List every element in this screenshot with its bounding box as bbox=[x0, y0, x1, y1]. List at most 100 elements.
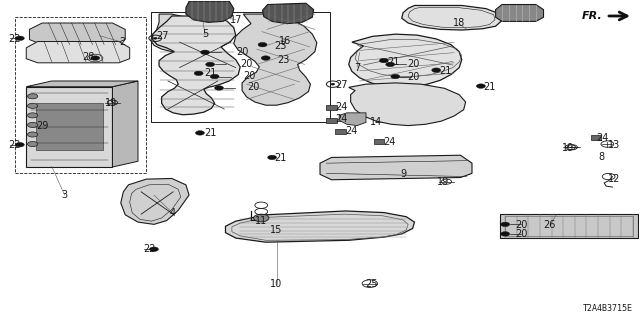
Polygon shape bbox=[26, 42, 130, 63]
Text: 17: 17 bbox=[230, 15, 242, 25]
Polygon shape bbox=[26, 87, 113, 167]
Circle shape bbox=[331, 83, 335, 85]
Polygon shape bbox=[495, 4, 543, 21]
Circle shape bbox=[268, 155, 276, 160]
Text: 20: 20 bbox=[515, 229, 527, 239]
Circle shape bbox=[91, 56, 100, 60]
Polygon shape bbox=[29, 23, 125, 45]
Circle shape bbox=[253, 214, 269, 222]
Text: 13: 13 bbox=[607, 140, 620, 150]
Bar bbox=[326, 118, 337, 123]
Text: 21: 21 bbox=[439, 66, 451, 76]
Text: 20: 20 bbox=[241, 60, 253, 69]
Text: 21: 21 bbox=[204, 68, 216, 78]
Text: 20: 20 bbox=[244, 71, 256, 81]
Text: 15: 15 bbox=[270, 225, 283, 235]
Text: 29: 29 bbox=[36, 121, 49, 131]
Text: 19: 19 bbox=[436, 177, 449, 187]
Text: 20: 20 bbox=[248, 82, 260, 92]
Polygon shape bbox=[320, 155, 472, 180]
Polygon shape bbox=[349, 34, 462, 87]
Text: 27: 27 bbox=[156, 31, 168, 41]
Text: 20: 20 bbox=[515, 220, 527, 230]
Polygon shape bbox=[349, 83, 466, 125]
Polygon shape bbox=[36, 103, 103, 150]
Text: 24: 24 bbox=[335, 114, 348, 124]
Text: 16: 16 bbox=[279, 36, 291, 45]
Circle shape bbox=[210, 74, 219, 79]
Circle shape bbox=[28, 123, 38, 127]
Text: 5: 5 bbox=[202, 29, 208, 39]
Bar bbox=[268, 220, 284, 233]
Text: 2: 2 bbox=[119, 37, 125, 47]
Text: 22: 22 bbox=[8, 34, 21, 44]
Text: 20: 20 bbox=[407, 72, 419, 82]
Text: 21: 21 bbox=[387, 57, 399, 67]
Text: 28: 28 bbox=[83, 52, 95, 62]
Circle shape bbox=[214, 86, 223, 90]
Circle shape bbox=[28, 103, 38, 108]
Text: 20: 20 bbox=[407, 60, 419, 69]
Polygon shape bbox=[234, 14, 317, 105]
Circle shape bbox=[432, 68, 441, 72]
Circle shape bbox=[386, 62, 395, 67]
Circle shape bbox=[28, 141, 38, 147]
Circle shape bbox=[500, 222, 509, 227]
Text: 24: 24 bbox=[335, 102, 348, 112]
Bar bbox=[335, 129, 346, 134]
Polygon shape bbox=[402, 5, 502, 30]
Text: 24: 24 bbox=[596, 133, 609, 143]
Circle shape bbox=[380, 58, 388, 63]
Text: 19: 19 bbox=[562, 143, 574, 153]
Text: 25: 25 bbox=[365, 279, 378, 289]
Text: 24: 24 bbox=[346, 126, 358, 136]
Text: 22: 22 bbox=[143, 244, 156, 254]
Text: 12: 12 bbox=[607, 174, 620, 184]
Text: 22: 22 bbox=[8, 140, 21, 150]
Bar bbox=[15, 17, 146, 173]
Polygon shape bbox=[339, 113, 366, 125]
Text: 21: 21 bbox=[204, 128, 216, 138]
Text: 23: 23 bbox=[274, 41, 287, 51]
Text: 23: 23 bbox=[276, 55, 289, 65]
Text: 7: 7 bbox=[354, 63, 360, 73]
Text: 19: 19 bbox=[105, 98, 117, 108]
Text: 21: 21 bbox=[274, 153, 287, 164]
Text: 3: 3 bbox=[61, 190, 68, 200]
Polygon shape bbox=[26, 81, 138, 87]
Circle shape bbox=[200, 50, 209, 54]
Polygon shape bbox=[262, 3, 314, 24]
Circle shape bbox=[28, 132, 38, 137]
Text: 14: 14 bbox=[370, 117, 382, 127]
Circle shape bbox=[194, 71, 203, 76]
Circle shape bbox=[154, 37, 157, 39]
Text: 20: 20 bbox=[236, 47, 248, 57]
Text: 26: 26 bbox=[544, 220, 556, 230]
Circle shape bbox=[15, 142, 24, 147]
Text: T2A4B3715E: T2A4B3715E bbox=[583, 304, 633, 313]
Circle shape bbox=[28, 113, 38, 118]
Polygon shape bbox=[151, 14, 227, 52]
Text: 9: 9 bbox=[400, 169, 406, 179]
Text: FR.: FR. bbox=[582, 11, 602, 21]
Bar bbox=[374, 139, 384, 144]
Text: 10: 10 bbox=[271, 279, 283, 289]
Text: 24: 24 bbox=[383, 137, 395, 147]
Circle shape bbox=[391, 74, 400, 79]
Polygon shape bbox=[121, 179, 189, 224]
Circle shape bbox=[476, 84, 485, 88]
Circle shape bbox=[28, 94, 38, 99]
Circle shape bbox=[261, 56, 270, 60]
Bar bbox=[151, 12, 330, 122]
Text: 18: 18 bbox=[453, 18, 465, 28]
Bar bbox=[326, 105, 337, 110]
Bar bbox=[591, 134, 601, 140]
Circle shape bbox=[150, 247, 159, 252]
Circle shape bbox=[205, 62, 214, 67]
Text: 27: 27 bbox=[335, 80, 348, 90]
Polygon shape bbox=[113, 81, 138, 167]
Circle shape bbox=[195, 131, 204, 135]
Polygon shape bbox=[500, 213, 638, 238]
Circle shape bbox=[500, 232, 509, 236]
Text: 4: 4 bbox=[170, 208, 176, 218]
